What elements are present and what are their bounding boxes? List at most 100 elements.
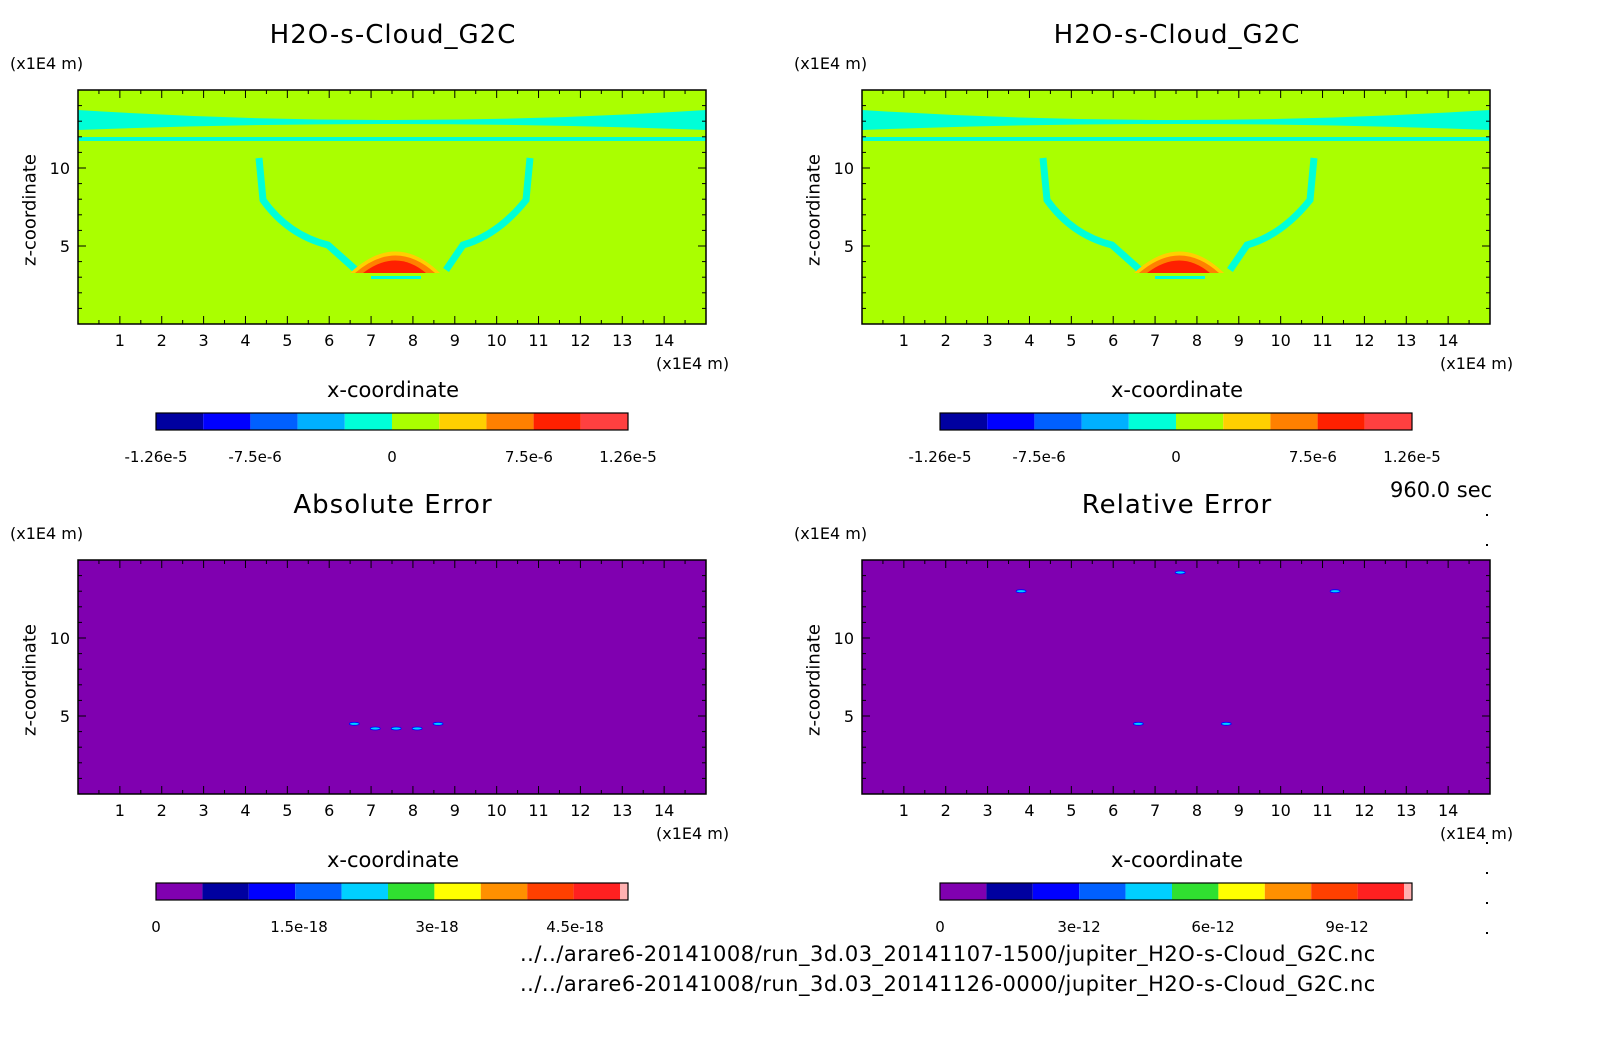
error-spot	[1220, 721, 1232, 726]
x-tick-label: 6	[324, 331, 334, 350]
x-tick-label: 4	[240, 331, 250, 350]
colorbar-segment	[1176, 413, 1224, 430]
field-background	[78, 90, 706, 324]
x-tick-label: 8	[1192, 331, 1202, 350]
x-tick-label: 3	[983, 331, 993, 350]
colorbar-segment	[1172, 883, 1219, 900]
x-tick-label: 11	[528, 331, 548, 350]
y-unit-label: (x1E4 m)	[10, 54, 84, 73]
y-unit-label: (x1E4 m)	[10, 524, 84, 543]
file-path-1: ../../arare6-20141008/run_3d.03_20141107…	[520, 942, 1376, 966]
right-cloud-arc	[443, 157, 534, 272]
colorbar-frame	[155, 412, 629, 431]
x-tick-label: 6	[1108, 331, 1118, 350]
colorbar-segment	[202, 883, 249, 900]
x-tick-label: 10	[1270, 801, 1290, 820]
colorbar-tick-label: 1.26e-5	[599, 448, 657, 466]
error-field	[78, 560, 706, 794]
plot-panel: Relative Error (x1E4 m) z-coordinate (x1E4 …	[784, 470, 1564, 950]
colorbar-segment	[573, 883, 620, 900]
time-label: 960.0 sec	[1390, 478, 1493, 502]
panel-title: Relative Error	[1081, 490, 1273, 520]
y-unit-label: (x1E4 m)	[794, 54, 868, 73]
colorbar-frame	[939, 882, 1413, 901]
x-tick-label: 4	[1024, 331, 1034, 350]
colorbar-segment	[297, 413, 345, 430]
x-tick-label: 2	[941, 801, 951, 820]
colorbar-segment	[1223, 413, 1271, 430]
x-tick-label: 11	[1312, 801, 1332, 820]
cloud-core-inner	[1147, 260, 1210, 273]
colorbar-segment	[1081, 413, 1129, 430]
x-axis-label: x-coordinate	[1110, 848, 1243, 872]
x-tick-label: 12	[570, 801, 590, 820]
x-tick-label: 11	[1312, 331, 1332, 350]
colorbar-segment	[940, 413, 988, 430]
colorbar-frame	[155, 882, 629, 901]
colorbar-tick-label: -1.26e-5	[908, 448, 972, 466]
colorbar-segment	[295, 883, 342, 900]
colorbar-segment	[388, 883, 435, 900]
y-tick-label: 10	[50, 159, 70, 178]
left-cloud-arc	[1039, 157, 1143, 273]
cloud-core-inner	[363, 260, 426, 273]
error-spot	[411, 726, 423, 731]
marker-dot	[1486, 902, 1488, 904]
colorbar-segment	[156, 413, 204, 430]
colorbar-segment	[986, 883, 1033, 900]
x-tick-label: 5	[282, 331, 292, 350]
x-tick-label: 14	[1438, 331, 1458, 350]
colorbar-tick-label: 7.5e-6	[1288, 448, 1337, 466]
error-spot	[1015, 589, 1027, 594]
colorbar-tick-label: 1.5e-18	[270, 918, 328, 936]
colorbar-segment	[486, 413, 534, 430]
colorbar-segment	[480, 883, 528, 900]
x-tick-label: 6	[324, 801, 334, 820]
colorbar-segment	[533, 413, 581, 430]
error-spot	[369, 726, 381, 731]
colorbar-segment	[1404, 883, 1412, 900]
colorbar-tick-label: 3e-12	[1057, 918, 1101, 936]
x-tick-label: 8	[408, 801, 418, 820]
colorbar-tick-label: 7.5e-6	[504, 448, 553, 466]
colorbar-segment	[439, 413, 487, 430]
colorbar-segment	[1079, 883, 1126, 900]
error-field	[862, 560, 1490, 794]
x-tick-label: 4	[240, 801, 250, 820]
colorbar-segment	[1364, 413, 1412, 430]
x-tick-label: 12	[570, 331, 590, 350]
x-tick-label: 12	[1354, 331, 1374, 350]
colorbar	[939, 882, 1413, 901]
thin-cloud-line	[862, 137, 1490, 141]
y-tick-label: 5	[844, 237, 854, 256]
left-cloud-arc	[255, 157, 359, 273]
error-spot	[390, 726, 402, 731]
x-tick-label: 7	[366, 801, 376, 820]
colorbar-segment	[580, 413, 628, 430]
marker-dot	[1486, 932, 1488, 934]
colorbar-segment	[344, 413, 392, 430]
error-spot	[1329, 589, 1341, 594]
y-tick-label: 10	[834, 159, 854, 178]
thin-cloud-line	[78, 137, 706, 141]
error-spot	[1174, 570, 1186, 575]
x-tick-label: 3	[983, 801, 993, 820]
colorbar-tick-label: -7.5e-6	[228, 448, 282, 466]
x-tick-label: 1	[115, 801, 125, 820]
marker-dot	[1486, 872, 1488, 874]
colorbar-tick-label: 3e-18	[415, 918, 459, 936]
colorbar-segment	[987, 413, 1035, 430]
x-tick-label: 8	[1192, 801, 1202, 820]
colorbar-segment	[248, 883, 296, 900]
colorbar-tick-label: 1.26e-5	[1383, 448, 1441, 466]
x-tick-label: 14	[1438, 801, 1458, 820]
colorbar-segment	[434, 883, 481, 900]
plot-panel: H2O-s-Cloud_G2C (x1E4 m) z-coordinate (x1E4…	[784, 0, 1564, 480]
colorbar-tick-label: 4.5e-18	[546, 918, 604, 936]
x-tick-label: 2	[941, 331, 951, 350]
x-tick-label: 10	[486, 331, 506, 350]
panel-title: Absolute Error	[293, 490, 493, 520]
